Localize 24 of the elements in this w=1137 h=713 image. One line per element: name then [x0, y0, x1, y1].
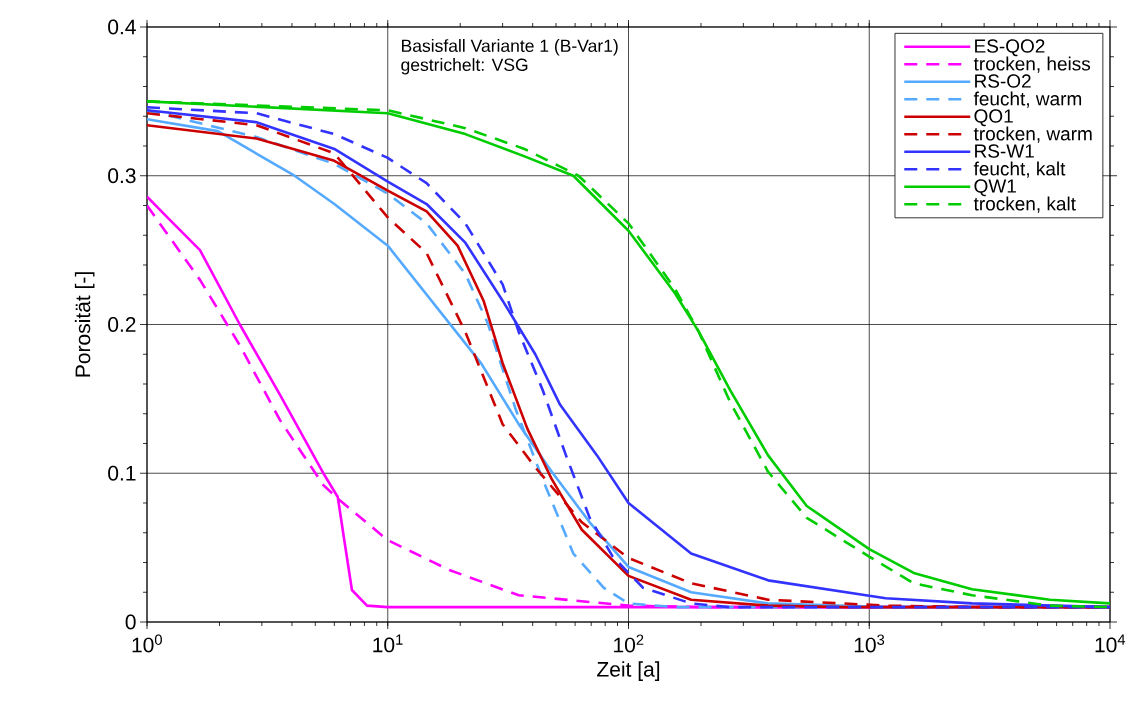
x-tick-label: 10$^{0}$ — [132, 634, 162, 653]
legend-label: RS-W1 — [975, 144, 1034, 158]
legend-label: trocken, kalt — [973, 196, 1076, 213]
y-tick-label: 0.3 — [108, 168, 136, 184]
legend-label: feucht, kalt — [973, 161, 1066, 178]
x-tick-label: 10$^{2}$ — [614, 634, 644, 653]
y-tick-label: 0 — [125, 614, 136, 630]
x-axis-title: Zeit [a] — [597, 661, 660, 681]
annotation: Basisfall Variante 1 (B-Var1) — [402, 39, 618, 56]
x-tick-label: 10$^{1}$ — [373, 634, 403, 653]
x-tick-label: 10$^{4}$ — [1095, 634, 1126, 653]
annotation: gestrichelt: VSG — [401, 58, 528, 75]
y-tick-label: 0.1 — [108, 465, 136, 481]
legend-label: QW1 — [974, 179, 1016, 197]
legend-label: feucht, warm — [973, 91, 1082, 108]
x-tick-label: 10$^{3}$ — [854, 634, 885, 653]
legend-label: ES-QO2 — [975, 39, 1045, 57]
y-tick-label: 0.2 — [108, 317, 136, 332]
y-axis-title: Porosität [-] — [74, 272, 95, 377]
y-tick-label: 0.4 — [108, 19, 136, 35]
legend-label: trocken, heiss — [973, 56, 1091, 73]
legend-label: QO1 — [974, 109, 1013, 127]
legend-label: RS-O2 — [975, 74, 1031, 88]
legend-label: trocken, warm — [973, 126, 1092, 143]
